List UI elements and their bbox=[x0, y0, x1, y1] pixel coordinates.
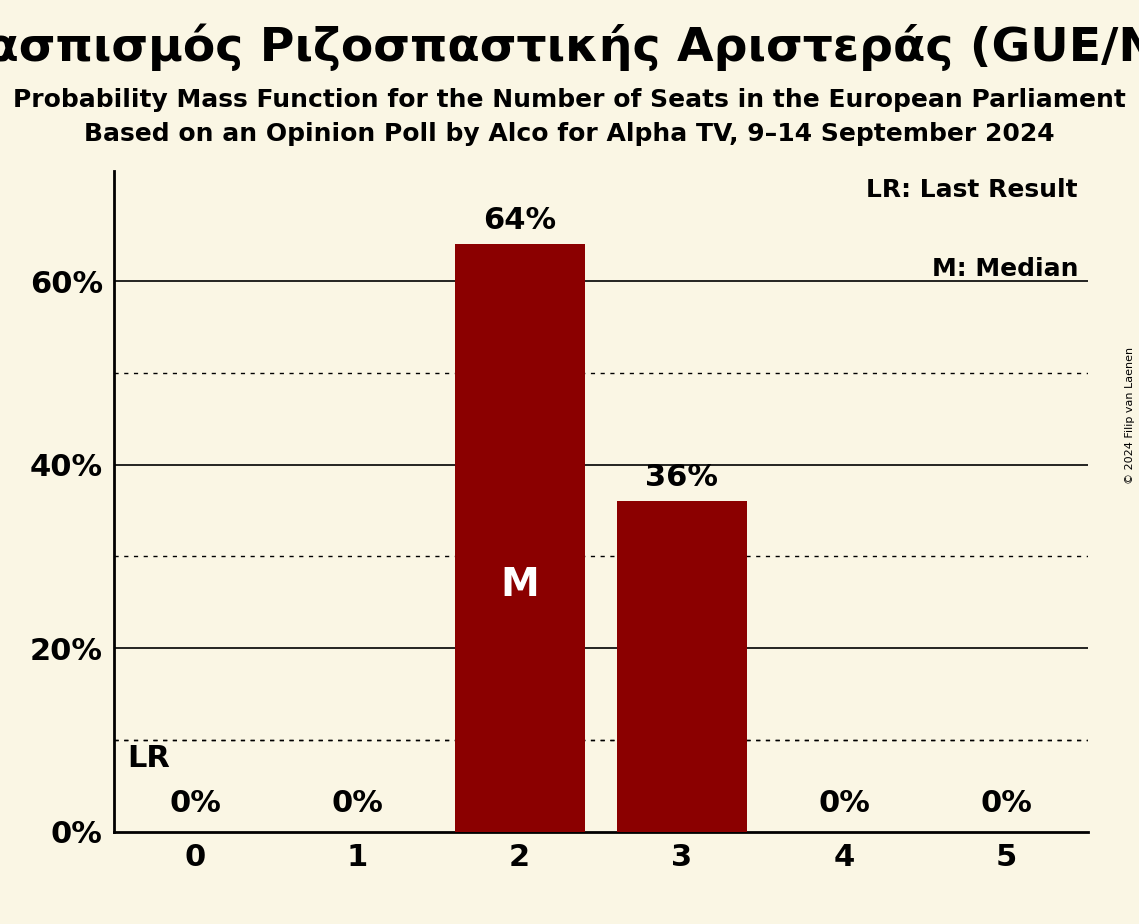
Text: M: Median: M: Median bbox=[932, 257, 1077, 281]
Text: 36%: 36% bbox=[646, 463, 719, 492]
Text: 0%: 0% bbox=[818, 789, 870, 818]
Text: Based on an Opinion Poll by Alco for Alpha TV, 9–14 September 2024: Based on an Opinion Poll by Alco for Alp… bbox=[84, 122, 1055, 146]
Text: © 2024 Filip van Laenen: © 2024 Filip van Laenen bbox=[1125, 347, 1134, 484]
Text: 0%: 0% bbox=[981, 789, 1033, 818]
Bar bbox=[454, 244, 584, 832]
Text: 0%: 0% bbox=[169, 789, 221, 818]
Text: M: M bbox=[500, 566, 539, 604]
Text: 0%: 0% bbox=[331, 789, 384, 818]
Text: LR: LR bbox=[126, 745, 170, 773]
Bar bbox=[617, 501, 747, 832]
Text: 64%: 64% bbox=[483, 206, 556, 236]
Text: Probability Mass Function for the Number of Seats in the European Parliament: Probability Mass Function for the Number… bbox=[13, 88, 1126, 112]
Text: Συνασπισμός Ριζοσπαστικής Αριστεράς (GUE/NGL): Συνασπισμός Ριζοσπαστικής Αριστεράς (GUE… bbox=[0, 23, 1139, 70]
Text: LR: Last Result: LR: Last Result bbox=[867, 177, 1077, 201]
